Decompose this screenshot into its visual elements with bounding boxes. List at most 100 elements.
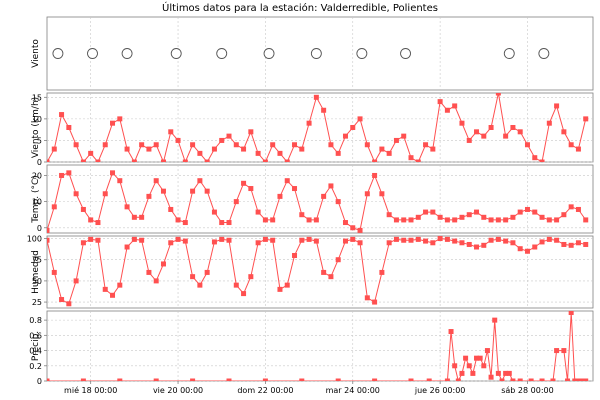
data-point	[474, 209, 480, 215]
data-point	[408, 155, 414, 161]
data-point	[117, 116, 123, 122]
data-point	[255, 240, 261, 246]
data-point	[350, 236, 356, 242]
data-point	[190, 378, 196, 381]
data-point	[503, 370, 509, 376]
data-point	[51, 269, 57, 275]
data-point	[524, 142, 530, 148]
y-axis-label: Precip.	[31, 331, 41, 361]
data-point	[153, 378, 159, 381]
data-point	[335, 199, 341, 205]
data-point	[80, 378, 86, 381]
data-point	[575, 146, 581, 152]
y-tick-label: 0.6	[29, 331, 42, 340]
data-point	[211, 239, 217, 245]
y-tick-label: 10	[32, 198, 42, 207]
data-point	[335, 378, 341, 381]
data-point	[554, 348, 560, 354]
data-point	[190, 274, 196, 280]
data-point	[499, 378, 505, 381]
data-point	[357, 116, 363, 122]
data-point	[437, 236, 443, 242]
data-point	[117, 282, 123, 288]
data-point	[532, 209, 538, 215]
data-point	[459, 120, 465, 126]
data-point	[524, 206, 530, 212]
y-tick-label: 75	[32, 256, 42, 265]
data-point	[408, 378, 414, 381]
data-point	[241, 146, 247, 152]
y-tick-label: 5	[37, 136, 42, 145]
data-point	[393, 137, 399, 143]
data-point	[575, 206, 581, 212]
data-point	[503, 217, 509, 223]
data-point	[328, 274, 334, 280]
data-point	[350, 225, 356, 231]
data-point	[168, 206, 174, 212]
data-point	[401, 217, 407, 223]
data-point	[182, 238, 188, 244]
data-point	[139, 237, 145, 243]
data-point	[448, 329, 454, 335]
data-point	[80, 240, 86, 246]
data-point	[313, 238, 319, 244]
data-point	[357, 240, 363, 246]
data-point	[423, 209, 429, 215]
data-point	[59, 112, 65, 118]
data-point	[51, 204, 57, 210]
data-point	[484, 348, 490, 354]
data-point	[270, 237, 276, 243]
data-point	[546, 120, 552, 126]
data-point	[219, 220, 225, 226]
data-point	[66, 301, 72, 307]
panel-frame	[46, 310, 594, 382]
data-point	[102, 142, 108, 148]
data-point	[408, 237, 414, 243]
data-point	[568, 242, 574, 248]
data-point	[554, 103, 560, 109]
data-point	[503, 133, 509, 139]
data-point	[190, 142, 196, 148]
data-point	[495, 217, 501, 223]
data-point	[182, 220, 188, 226]
data-point	[153, 178, 159, 184]
series-humedad	[47, 236, 589, 307]
x-tick-label: sáb 28 00:00	[501, 386, 553, 395]
x-tick-label: mar 24 00:00	[326, 386, 380, 395]
data-point	[372, 378, 378, 381]
data-point	[117, 178, 123, 184]
data-point	[226, 220, 232, 226]
data-point	[204, 269, 210, 275]
data-point	[426, 378, 432, 381]
y-tick-label: 0.2	[29, 362, 42, 371]
data-point	[335, 150, 341, 156]
data-point	[423, 142, 429, 148]
data-point	[575, 378, 581, 381]
data-point	[335, 257, 341, 263]
data-point	[262, 378, 268, 381]
data-point	[401, 133, 407, 139]
data-point	[393, 236, 399, 242]
data-point	[47, 159, 50, 162]
data-point	[524, 248, 530, 254]
data-point	[124, 204, 130, 210]
data-point	[262, 159, 268, 162]
data-point	[463, 355, 469, 361]
y-tick-label: 0	[37, 158, 42, 167]
data-point	[350, 125, 356, 130]
data-point	[444, 217, 450, 223]
data-point	[546, 217, 552, 223]
y-tick-label: 0	[37, 224, 42, 233]
data-point	[160, 261, 166, 267]
data-point	[561, 212, 567, 218]
x-tick-label: jue 26 00:00	[414, 386, 466, 395]
data-point	[357, 227, 363, 233]
data-point	[175, 236, 181, 242]
data-point	[284, 159, 290, 162]
data-point	[277, 193, 283, 199]
data-point	[452, 238, 458, 244]
data-point	[66, 170, 72, 176]
data-point	[415, 214, 421, 220]
y-tick-label: 10	[32, 115, 42, 124]
